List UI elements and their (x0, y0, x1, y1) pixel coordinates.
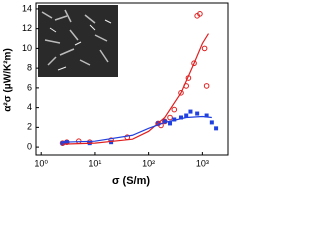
point (209, 120, 214, 125)
point (195, 111, 200, 116)
point (109, 140, 114, 145)
y-tick-label: 10 (22, 43, 32, 53)
point (172, 117, 177, 122)
point (168, 121, 173, 126)
y-tick-label: 14 (22, 3, 32, 13)
y-tick-label: 8 (27, 63, 32, 73)
y-tick-label: 4 (27, 102, 32, 112)
point (201, 45, 208, 52)
point (188, 109, 193, 114)
point (204, 113, 209, 118)
point (214, 126, 219, 131)
point (191, 60, 197, 67)
y-tick-label: 6 (27, 82, 32, 92)
y-tick-label: 12 (22, 23, 32, 33)
point (203, 83, 210, 89)
point (178, 115, 183, 120)
chart: α²σ (μW/K²m) σ (S/m) 10⁰ 10¹ 10² 10³ 0 2 4 6 8 10… (3, 2, 229, 187)
point (171, 106, 178, 113)
point (178, 90, 184, 96)
y-axis-label: α²σ (μW/K²m) (3, 48, 14, 112)
x-tick-label: 10³ (196, 158, 209, 168)
point (60, 141, 65, 146)
point (197, 11, 203, 17)
x-axis-label: σ (S/m) (112, 175, 150, 187)
point (162, 119, 167, 124)
x-tick-label: 10⁰ (34, 158, 48, 168)
point (184, 113, 189, 118)
x-tick-label: 10² (142, 158, 155, 168)
fit-line (62, 33, 209, 145)
y-tick-label: 0 (27, 141, 32, 151)
point (167, 114, 173, 121)
x-tick-label: 10¹ (88, 158, 101, 168)
plot-frame (35, 2, 229, 156)
fit-line (62, 115, 212, 143)
y-tick-label: 2 (27, 122, 32, 132)
inset-image (38, 5, 118, 77)
